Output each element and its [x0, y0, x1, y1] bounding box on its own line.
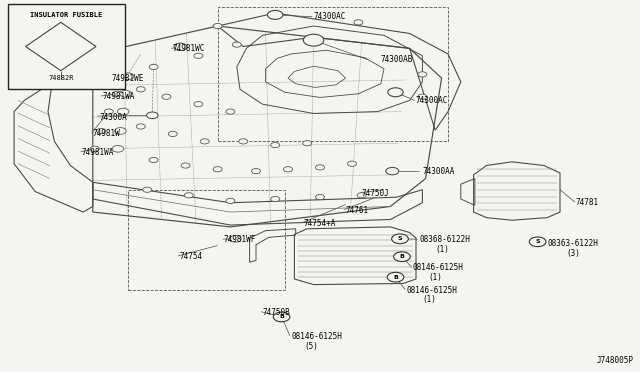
Circle shape — [316, 165, 324, 170]
Text: B: B — [399, 254, 404, 259]
Circle shape — [104, 109, 113, 114]
Circle shape — [271, 12, 280, 17]
Circle shape — [122, 73, 134, 80]
Text: 74981WE: 74981WE — [112, 74, 145, 83]
Circle shape — [122, 74, 131, 79]
Text: (5): (5) — [304, 342, 318, 351]
Circle shape — [90, 146, 99, 151]
Text: 08146-6125H: 08146-6125H — [406, 286, 457, 295]
Text: B: B — [393, 275, 398, 280]
Circle shape — [184, 193, 193, 198]
Circle shape — [309, 36, 318, 42]
Text: 74300AA: 74300AA — [422, 167, 455, 176]
Bar — [8, 4, 125, 89]
Circle shape — [348, 161, 356, 166]
Text: B: B — [279, 314, 284, 320]
Circle shape — [303, 141, 312, 146]
Text: 74300A: 74300A — [99, 113, 127, 122]
Circle shape — [194, 102, 203, 107]
Text: 74981WA: 74981WA — [102, 92, 135, 101]
Circle shape — [239, 139, 248, 144]
Circle shape — [284, 167, 292, 172]
Text: 74754: 74754 — [179, 252, 202, 261]
Circle shape — [226, 198, 235, 203]
Circle shape — [175, 44, 184, 49]
Bar — [218, 7, 448, 141]
Circle shape — [97, 128, 106, 134]
Circle shape — [386, 169, 395, 174]
Circle shape — [168, 131, 177, 137]
Circle shape — [200, 139, 209, 144]
Circle shape — [418, 72, 427, 77]
Text: J748005P: J748005P — [596, 356, 634, 365]
Text: 74781: 74781 — [576, 198, 599, 207]
Circle shape — [388, 88, 403, 97]
Circle shape — [252, 169, 260, 174]
Circle shape — [386, 167, 399, 175]
Circle shape — [112, 145, 124, 152]
Text: 08146-6125H: 08146-6125H — [291, 332, 342, 341]
Text: (1): (1) — [422, 295, 436, 304]
Text: 74981WF: 74981WF — [224, 235, 257, 244]
Circle shape — [148, 113, 157, 118]
Text: (1): (1) — [429, 273, 443, 282]
Circle shape — [136, 87, 145, 92]
Text: 74981W: 74981W — [93, 129, 120, 138]
Text: 74981WA: 74981WA — [82, 148, 115, 157]
Circle shape — [136, 124, 145, 129]
Text: 74300AC: 74300AC — [416, 96, 449, 105]
Circle shape — [268, 10, 283, 19]
Circle shape — [418, 94, 427, 99]
Text: (3): (3) — [566, 249, 580, 258]
Circle shape — [143, 187, 152, 192]
Text: S: S — [397, 236, 403, 241]
Circle shape — [117, 108, 129, 115]
Circle shape — [303, 34, 324, 46]
Circle shape — [226, 109, 235, 114]
Text: 74981WC: 74981WC — [173, 44, 205, 53]
Text: 08146-6125H: 08146-6125H — [413, 263, 463, 272]
Circle shape — [230, 235, 241, 242]
Circle shape — [174, 43, 187, 51]
Circle shape — [162, 94, 171, 99]
Circle shape — [115, 128, 126, 134]
Circle shape — [149, 64, 158, 70]
Text: 74882R: 74882R — [48, 75, 74, 81]
Text: 74754+A: 74754+A — [304, 219, 337, 228]
Bar — [128, 190, 285, 290]
Text: 74750B: 74750B — [262, 308, 290, 317]
Circle shape — [316, 195, 324, 200]
Circle shape — [120, 90, 131, 97]
Circle shape — [181, 163, 190, 168]
Circle shape — [357, 193, 366, 198]
Circle shape — [387, 272, 404, 282]
Circle shape — [529, 237, 546, 247]
Circle shape — [213, 167, 222, 172]
Circle shape — [149, 157, 158, 163]
Text: 08368-6122H: 08368-6122H — [419, 235, 470, 244]
Text: 74750J: 74750J — [362, 189, 389, 198]
Circle shape — [113, 91, 122, 96]
Text: 74300AC: 74300AC — [314, 12, 346, 21]
Circle shape — [194, 53, 203, 58]
Circle shape — [271, 196, 280, 202]
Circle shape — [271, 142, 280, 148]
Circle shape — [273, 312, 290, 322]
Circle shape — [271, 12, 280, 17]
Text: (1): (1) — [435, 245, 449, 254]
Circle shape — [394, 252, 410, 262]
Text: 08363-6122H: 08363-6122H — [547, 239, 598, 248]
Circle shape — [391, 89, 400, 94]
Text: S: S — [535, 239, 540, 244]
Circle shape — [232, 42, 241, 47]
Text: INSULATOR FUSIBLE: INSULATOR FUSIBLE — [30, 12, 102, 18]
Circle shape — [213, 23, 222, 29]
Circle shape — [392, 234, 408, 244]
Text: 74761: 74761 — [346, 206, 369, 215]
Circle shape — [147, 112, 158, 119]
Circle shape — [354, 20, 363, 25]
Text: 74300AB: 74300AB — [381, 55, 413, 64]
